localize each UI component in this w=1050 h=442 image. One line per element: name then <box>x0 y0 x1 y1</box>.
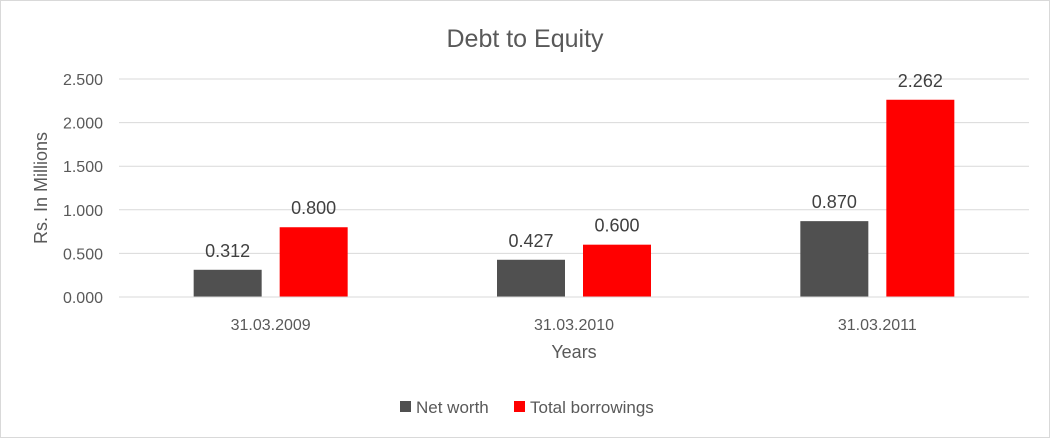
y-tick-label: 1.000 <box>63 203 103 220</box>
bar-total-borrowings <box>279 227 348 297</box>
bar-net-worth <box>193 269 262 297</box>
data-label: 0.800 <box>291 198 336 218</box>
y-tick-label: 2.000 <box>63 116 103 133</box>
data-label: 0.312 <box>205 241 250 261</box>
bar-net-worth <box>497 259 565 297</box>
x-tick-label: 31.03.2009 <box>231 317 311 334</box>
y-axis-ticks: 0.000 0.500 1.000 1.500 2.000 2.500 <box>63 72 103 307</box>
bar-total-borrowings <box>583 244 651 297</box>
bars <box>193 99 955 297</box>
bar-total-borrowings <box>886 99 955 297</box>
legend-swatch <box>400 401 411 412</box>
x-axis-ticks: 31.03.2009 31.03.2010 31.03.2011 <box>231 317 917 334</box>
legend-label: Net worth <box>416 398 489 417</box>
data-labels: 0.312 0.800 0.427 0.600 0.870 2.262 <box>205 71 943 261</box>
y-tick-label: 0.500 <box>63 246 103 263</box>
data-label: 0.870 <box>812 192 857 212</box>
data-label: 2.262 <box>898 71 943 91</box>
x-tick-label: 31.03.2010 <box>534 317 614 334</box>
chart-title: Debt to Equity <box>446 25 604 53</box>
data-label: 0.600 <box>594 216 639 236</box>
x-tick-label: 31.03.2011 <box>838 317 917 334</box>
y-axis-title: Rs. In Millions <box>31 132 51 244</box>
y-tick-label: 0.000 <box>63 290 103 307</box>
legend-label: Total borrowings <box>530 398 654 417</box>
y-tick-label: 1.500 <box>63 159 103 176</box>
legend: Net worth Total borrowings <box>400 398 654 417</box>
data-label: 0.427 <box>508 231 553 251</box>
gridlines <box>119 78 1029 254</box>
legend-swatch <box>514 401 525 412</box>
y-tick-label: 2.500 <box>63 72 103 89</box>
x-axis-title: Years <box>551 342 596 362</box>
bar-net-worth <box>800 221 869 297</box>
